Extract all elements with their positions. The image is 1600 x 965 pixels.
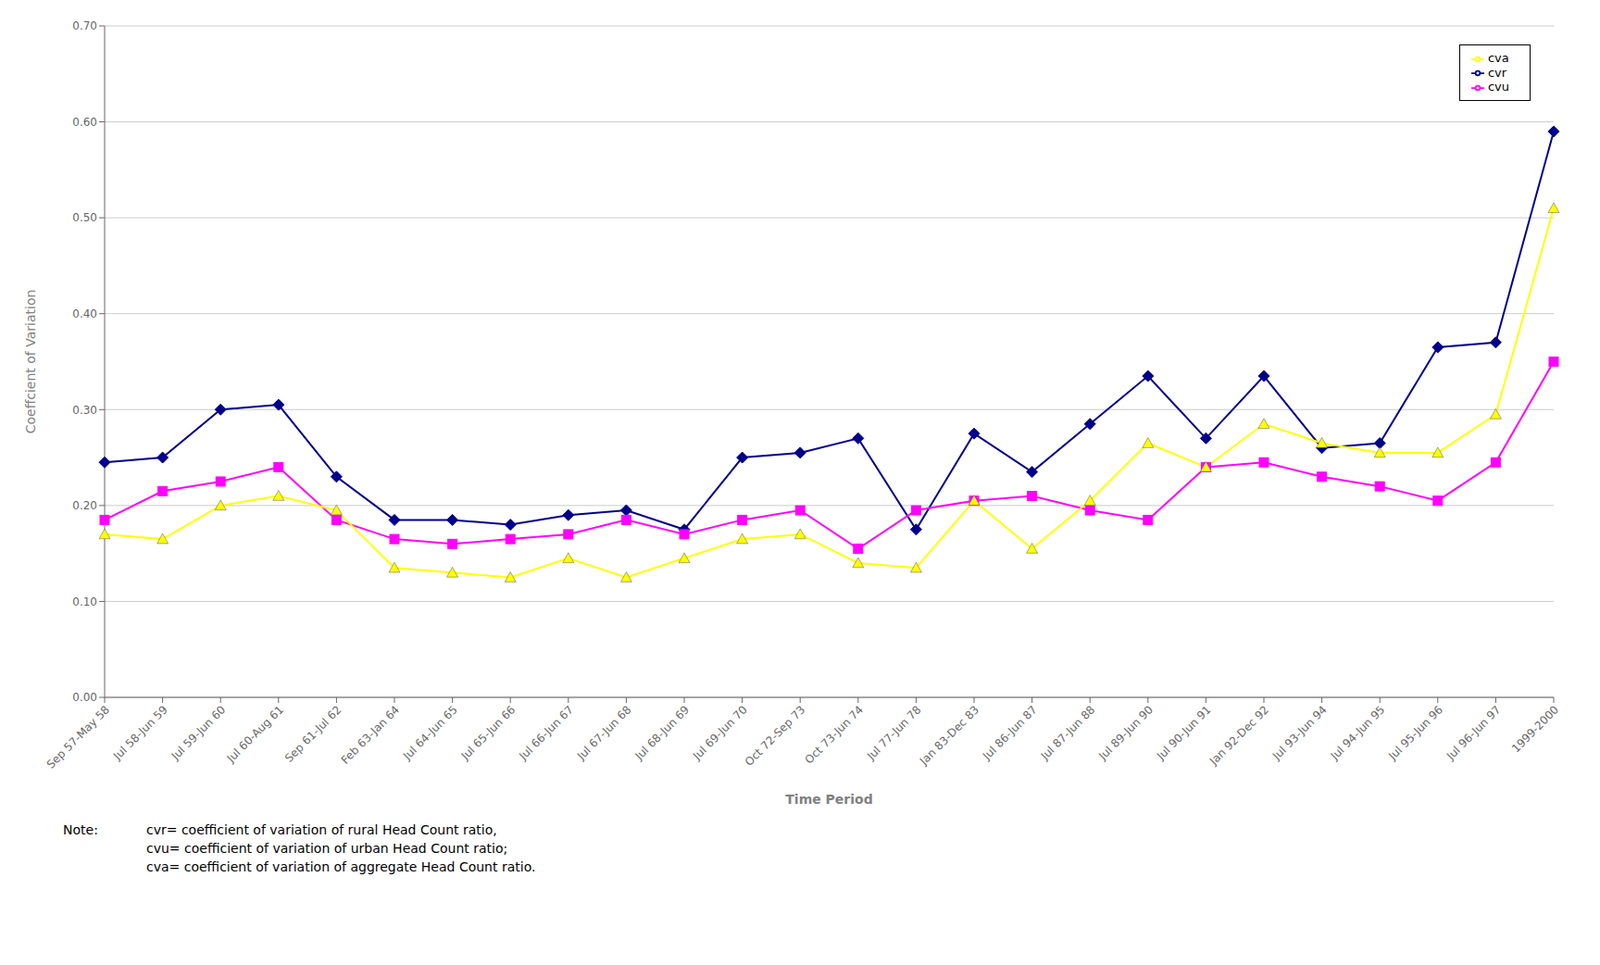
- svg-text:Jul 94-Jun 95: Jul 94-Jun 95: [1327, 702, 1388, 763]
- svg-text:0.50: 0.50: [72, 211, 98, 225]
- html-text:cvr= coefficient of variation: cvr= coefficient of variation of rural H…: [146, 822, 497, 838]
- svg-text:Jul 96-Jun 97: Jul 96-Jun 97: [1443, 702, 1504, 763]
- svg-text:Jan 92-Dec 92: Jan 92-Dec 92: [1206, 702, 1272, 768]
- svg-text:Jul 59-Jun 60: Jul 59-Jun 60: [168, 702, 229, 763]
- svg-text:0.10: 0.10: [72, 595, 98, 609]
- svg-text:Coeffcient of Variation: Coeffcient of Variation: [23, 289, 38, 435]
- svg-text:1999-2000: 1999-2000: [1509, 702, 1562, 755]
- svg-text:Jul 86-Jun 87: Jul 86-Jun 87: [979, 702, 1040, 763]
- svg-text:Sep 57-May 58: Sep 57-May 58: [44, 702, 113, 771]
- svg-text:0.70: 0.70: [72, 19, 98, 33]
- svg-text:Jul 89-Jun 90: Jul 89-Jun 90: [1095, 702, 1156, 763]
- svg-text:0.60: 0.60: [72, 115, 98, 129]
- html-text:cvu: cvu: [1487, 79, 1510, 94]
- svg-text:0.30: 0.30: [72, 403, 98, 417]
- svg-text:Jul 58-Jun 59: Jul 58-Jun 59: [110, 702, 171, 763]
- html-text:cva: cva: [1487, 50, 1509, 65]
- svg-text:Jul 68-Jun 69: Jul 68-Jun 69: [632, 702, 693, 763]
- svg-text:Time Period: Time Period: [785, 791, 873, 807]
- html-text:cvr: cvr: [1487, 65, 1507, 80]
- svg-text:Sep 61-Jul 62: Sep 61-Jul 62: [282, 702, 345, 765]
- html-text:Note:: Note:: [62, 822, 99, 838]
- svg-text:Jul 95-Jun 96: Jul 95-Jun 96: [1385, 702, 1446, 763]
- svg-text:Jul 77-Jun 78: Jul 77-Jun 78: [863, 702, 925, 763]
- html-text:cvu= coefficient of variation: cvu= coefficient of variation of urban H…: [146, 840, 508, 856]
- html-text:cva= coefficient of variation: cva= coefficient of variation of aggrega…: [146, 859, 536, 875]
- svg-text:Jul 93-Jun 94: Jul 93-Jun 94: [1269, 702, 1330, 763]
- svg-text:Jul 87-Jun 88: Jul 87-Jun 88: [1037, 702, 1099, 763]
- svg-text:0.00: 0.00: [72, 690, 98, 704]
- svg-text:0.40: 0.40: [72, 307, 98, 321]
- svg-text:0.20: 0.20: [72, 499, 98, 513]
- svg-text:Jul 66-Jun 67: Jul 66-Jun 67: [515, 702, 576, 763]
- svg-text:Jul 60-Aug 61: Jul 60-Aug 61: [224, 702, 287, 765]
- svg-text:Jul 69-Jun 70: Jul 69-Jun 70: [689, 702, 750, 763]
- svg-text:Jul 90-Jun 91: Jul 90-Jun 91: [1153, 702, 1214, 763]
- svg-text:Jul 67-Jun 68: Jul 67-Jun 68: [574, 702, 635, 763]
- svg-text:Oct 72-Sep 73: Oct 72-Sep 73: [742, 702, 809, 769]
- svg-text:Oct 73-Jun 74: Oct 73-Jun 74: [802, 702, 866, 766]
- svg-text:Jan 83-Dec 83: Jan 83-Dec 83: [916, 702, 982, 768]
- svg-text:Feb 63-Jan 64: Feb 63-Jan 64: [338, 702, 403, 767]
- svg-text:Jul 64-Jun 65: Jul 64-Jun 65: [400, 702, 461, 763]
- svg-text:Jul 65-Jun 66: Jul 65-Jun 66: [458, 702, 519, 763]
